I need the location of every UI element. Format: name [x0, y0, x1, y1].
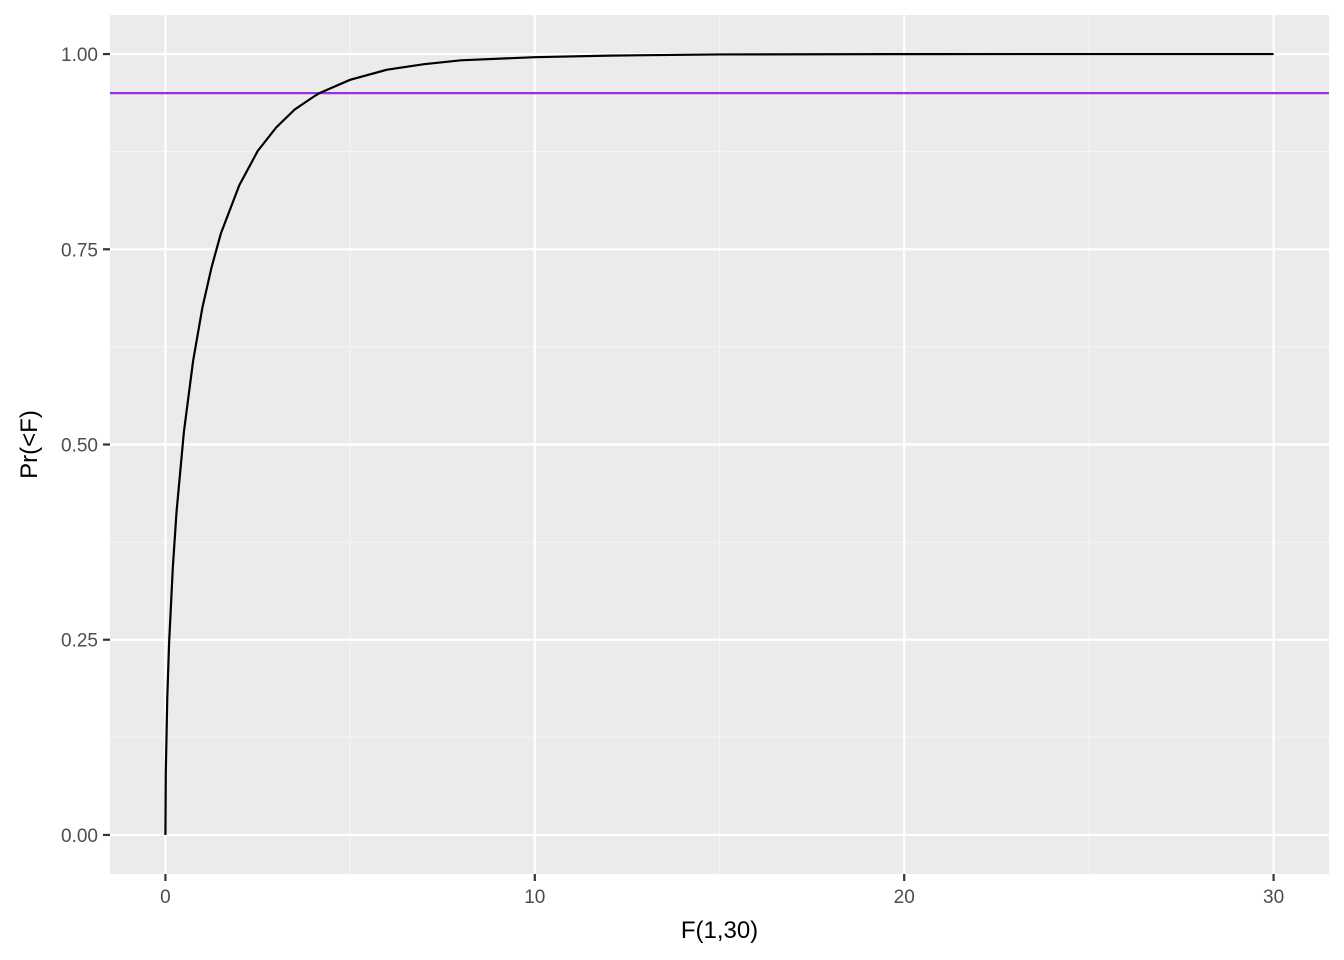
y-tick-label-3: 0.75: [61, 240, 98, 261]
y-axis-title: Pr(<F): [16, 410, 43, 479]
series-line-0: [164, 52, 1274, 835]
y-axis: 0.00 0.25 0.50 0.75 1.00: [61, 45, 110, 847]
x-axis: 0 10 20 30: [160, 874, 1284, 908]
data-series: [164, 52, 1274, 835]
x-tick-label-2: 20: [894, 887, 915, 908]
y-tick-label-0: 0.00: [61, 826, 98, 847]
major-gridlines: [110, 15, 1329, 874]
x-axis-title: F(1,30): [681, 917, 758, 944]
y-tick-label-1: 0.25: [61, 631, 98, 652]
x-tick-label-0: 0: [160, 887, 171, 908]
y-tick-label-4: 1.00: [61, 45, 98, 66]
x-tick-label-3: 30: [1263, 887, 1284, 908]
y-tick-label-2: 0.50: [61, 436, 98, 457]
x-tick-label-1: 10: [524, 887, 545, 908]
